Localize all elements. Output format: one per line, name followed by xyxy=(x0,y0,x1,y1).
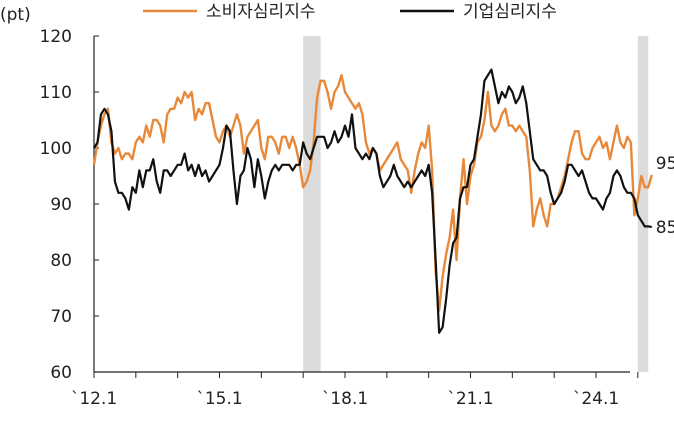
y-tick-label-90: 90 xyxy=(50,195,72,215)
y-tick-label-80: 80 xyxy=(50,251,72,271)
end-value-label-2: 85.9 xyxy=(656,218,674,238)
y-tick-label-60: 60 xyxy=(50,363,72,383)
y-tick-label-100: 100 xyxy=(40,139,72,159)
end-labels: 95.2 85.9 xyxy=(656,154,674,238)
x-tick-label-2015: `15.1 xyxy=(196,389,242,409)
shaded-periods xyxy=(303,36,649,372)
axes: 60 70 80 90 100 110 120 `12.1 `15.1 `18.1 `21.1 `24… xyxy=(40,27,639,409)
series-line-1 xyxy=(92,74,653,312)
y-tick-label-120: 120 xyxy=(40,27,72,47)
end-value-label-1: 95.2 xyxy=(656,154,674,174)
legend: 소비자심리지수 기업심리지수 xyxy=(143,2,557,22)
shaded-period-1 xyxy=(303,36,321,372)
x-tick-label-2012: `12.1 xyxy=(71,389,117,409)
legend-label-1: 소비자심리지수 xyxy=(206,2,315,22)
y-axis-unit-label: (pt) xyxy=(0,5,31,25)
x-tick-label-2021: `21.1 xyxy=(447,389,493,409)
series-line-2 xyxy=(93,68,652,334)
legend-label-2: 기업심리지수 xyxy=(463,2,557,22)
series-lines xyxy=(92,68,653,334)
x-tick-label-2024: `24.1 xyxy=(573,389,619,409)
y-tick-label-110: 110 xyxy=(40,83,72,103)
x-tick-label-2018: `18.1 xyxy=(322,389,368,409)
y-tick-label-70: 70 xyxy=(50,307,72,327)
shaded-period-2 xyxy=(637,36,649,372)
